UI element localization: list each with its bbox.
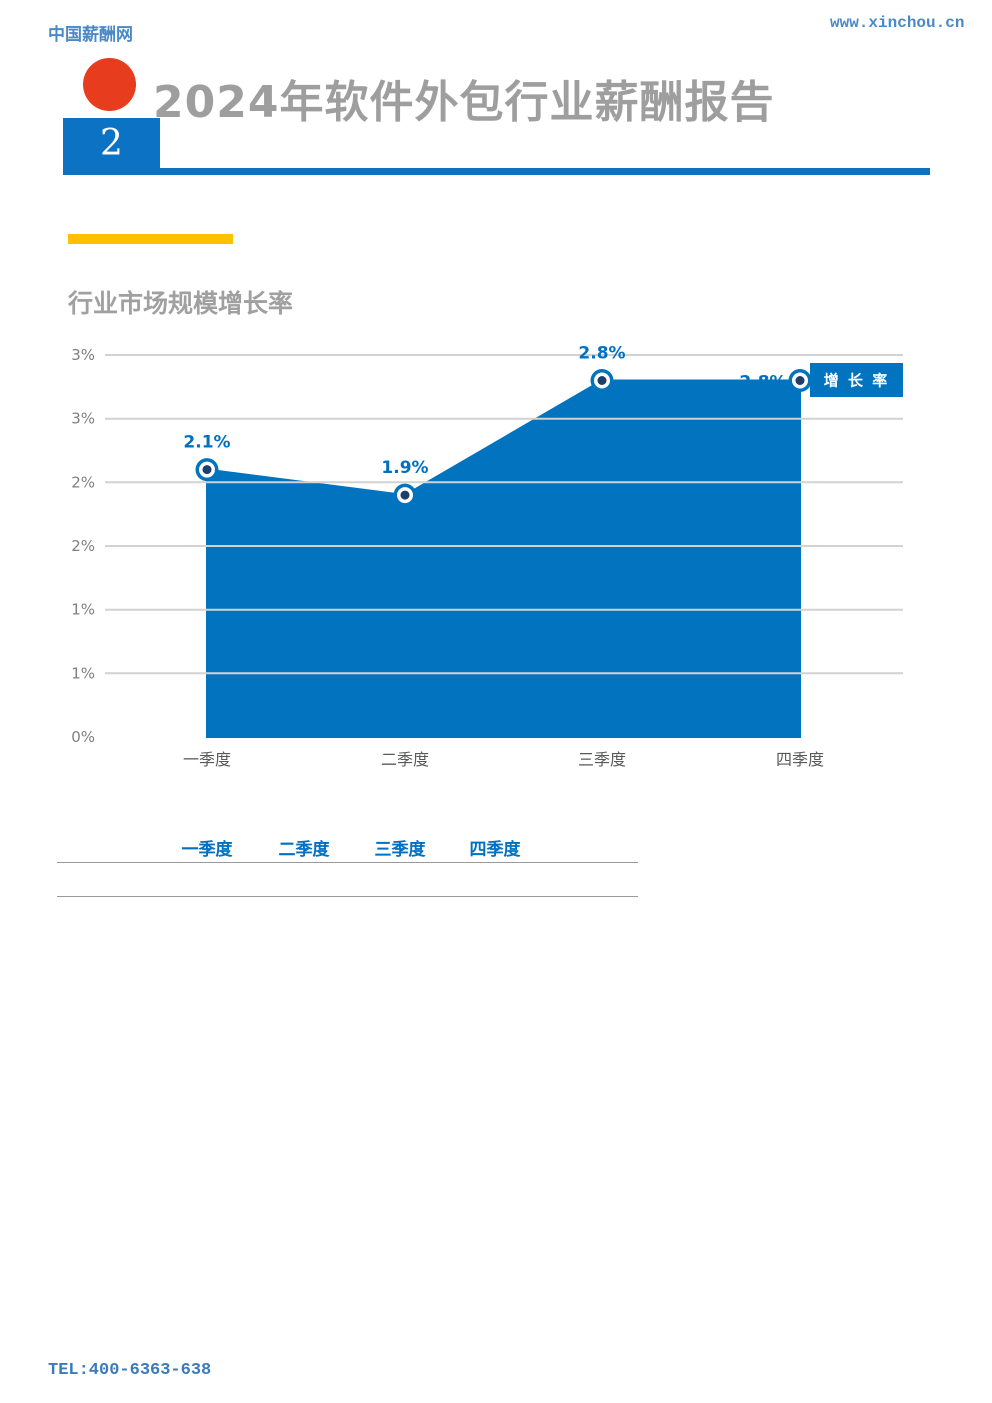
data-label: 2.8% xyxy=(578,344,625,364)
growth-rate-area-chart: 2.8%3%3%2%2%1%1%0%一季度二季度三季度四季度2.1%1.9%2.… xyxy=(71,344,903,769)
page-number-box: 2 xyxy=(63,118,160,168)
red-dot-icon xyxy=(83,58,136,111)
x-axis-category-label: 一季度 xyxy=(183,750,231,769)
section-highlight-bar xyxy=(68,234,233,244)
x-axis-category-label: 四季度 xyxy=(776,750,824,769)
title-rule xyxy=(63,168,930,175)
footer-tel: TEL:400-6363-638 xyxy=(48,1361,212,1380)
site-name: 中国薪酬网 xyxy=(48,25,133,45)
y-axis-tick-label: 0% xyxy=(71,728,95,746)
y-axis-tick-label: 1% xyxy=(71,664,95,682)
data-label: 2.1% xyxy=(183,433,230,453)
data-point-marker-center xyxy=(400,490,410,500)
table-rule-top xyxy=(57,862,638,863)
table-header-cell: 四季度 xyxy=(469,840,521,860)
x-axis-category-label: 二季度 xyxy=(381,750,429,769)
table-header-cell: 二季度 xyxy=(278,840,330,860)
x-axis-category-label: 三季度 xyxy=(578,750,626,769)
table-rule-bottom xyxy=(57,896,638,897)
y-axis-tick-label: 3% xyxy=(71,410,95,428)
table-header-cell: 一季度 xyxy=(181,840,233,860)
page-number: 2 xyxy=(100,122,123,164)
legend-box xyxy=(810,363,903,397)
data-point-marker-center xyxy=(597,376,607,385)
site-url: www.xinchou.cn xyxy=(830,14,965,32)
data-point-marker-center xyxy=(795,376,805,385)
data-point-marker-center xyxy=(202,465,212,475)
report-title: 2024年软件外包行业薪酬报告 xyxy=(153,77,775,128)
y-axis-tick-label: 3% xyxy=(71,346,95,364)
legend-label: 增 长 率 xyxy=(824,372,889,390)
table-header-cell: 三季度 xyxy=(374,840,426,860)
y-axis-tick-label: 2% xyxy=(71,537,95,555)
y-axis-tick-label: 2% xyxy=(71,473,95,491)
data-label: 1.9% xyxy=(381,458,428,478)
growth-area-fill xyxy=(206,379,801,738)
chart-title: 行业市场规模增长率 xyxy=(68,289,294,318)
y-axis-tick-label: 1% xyxy=(71,601,95,619)
